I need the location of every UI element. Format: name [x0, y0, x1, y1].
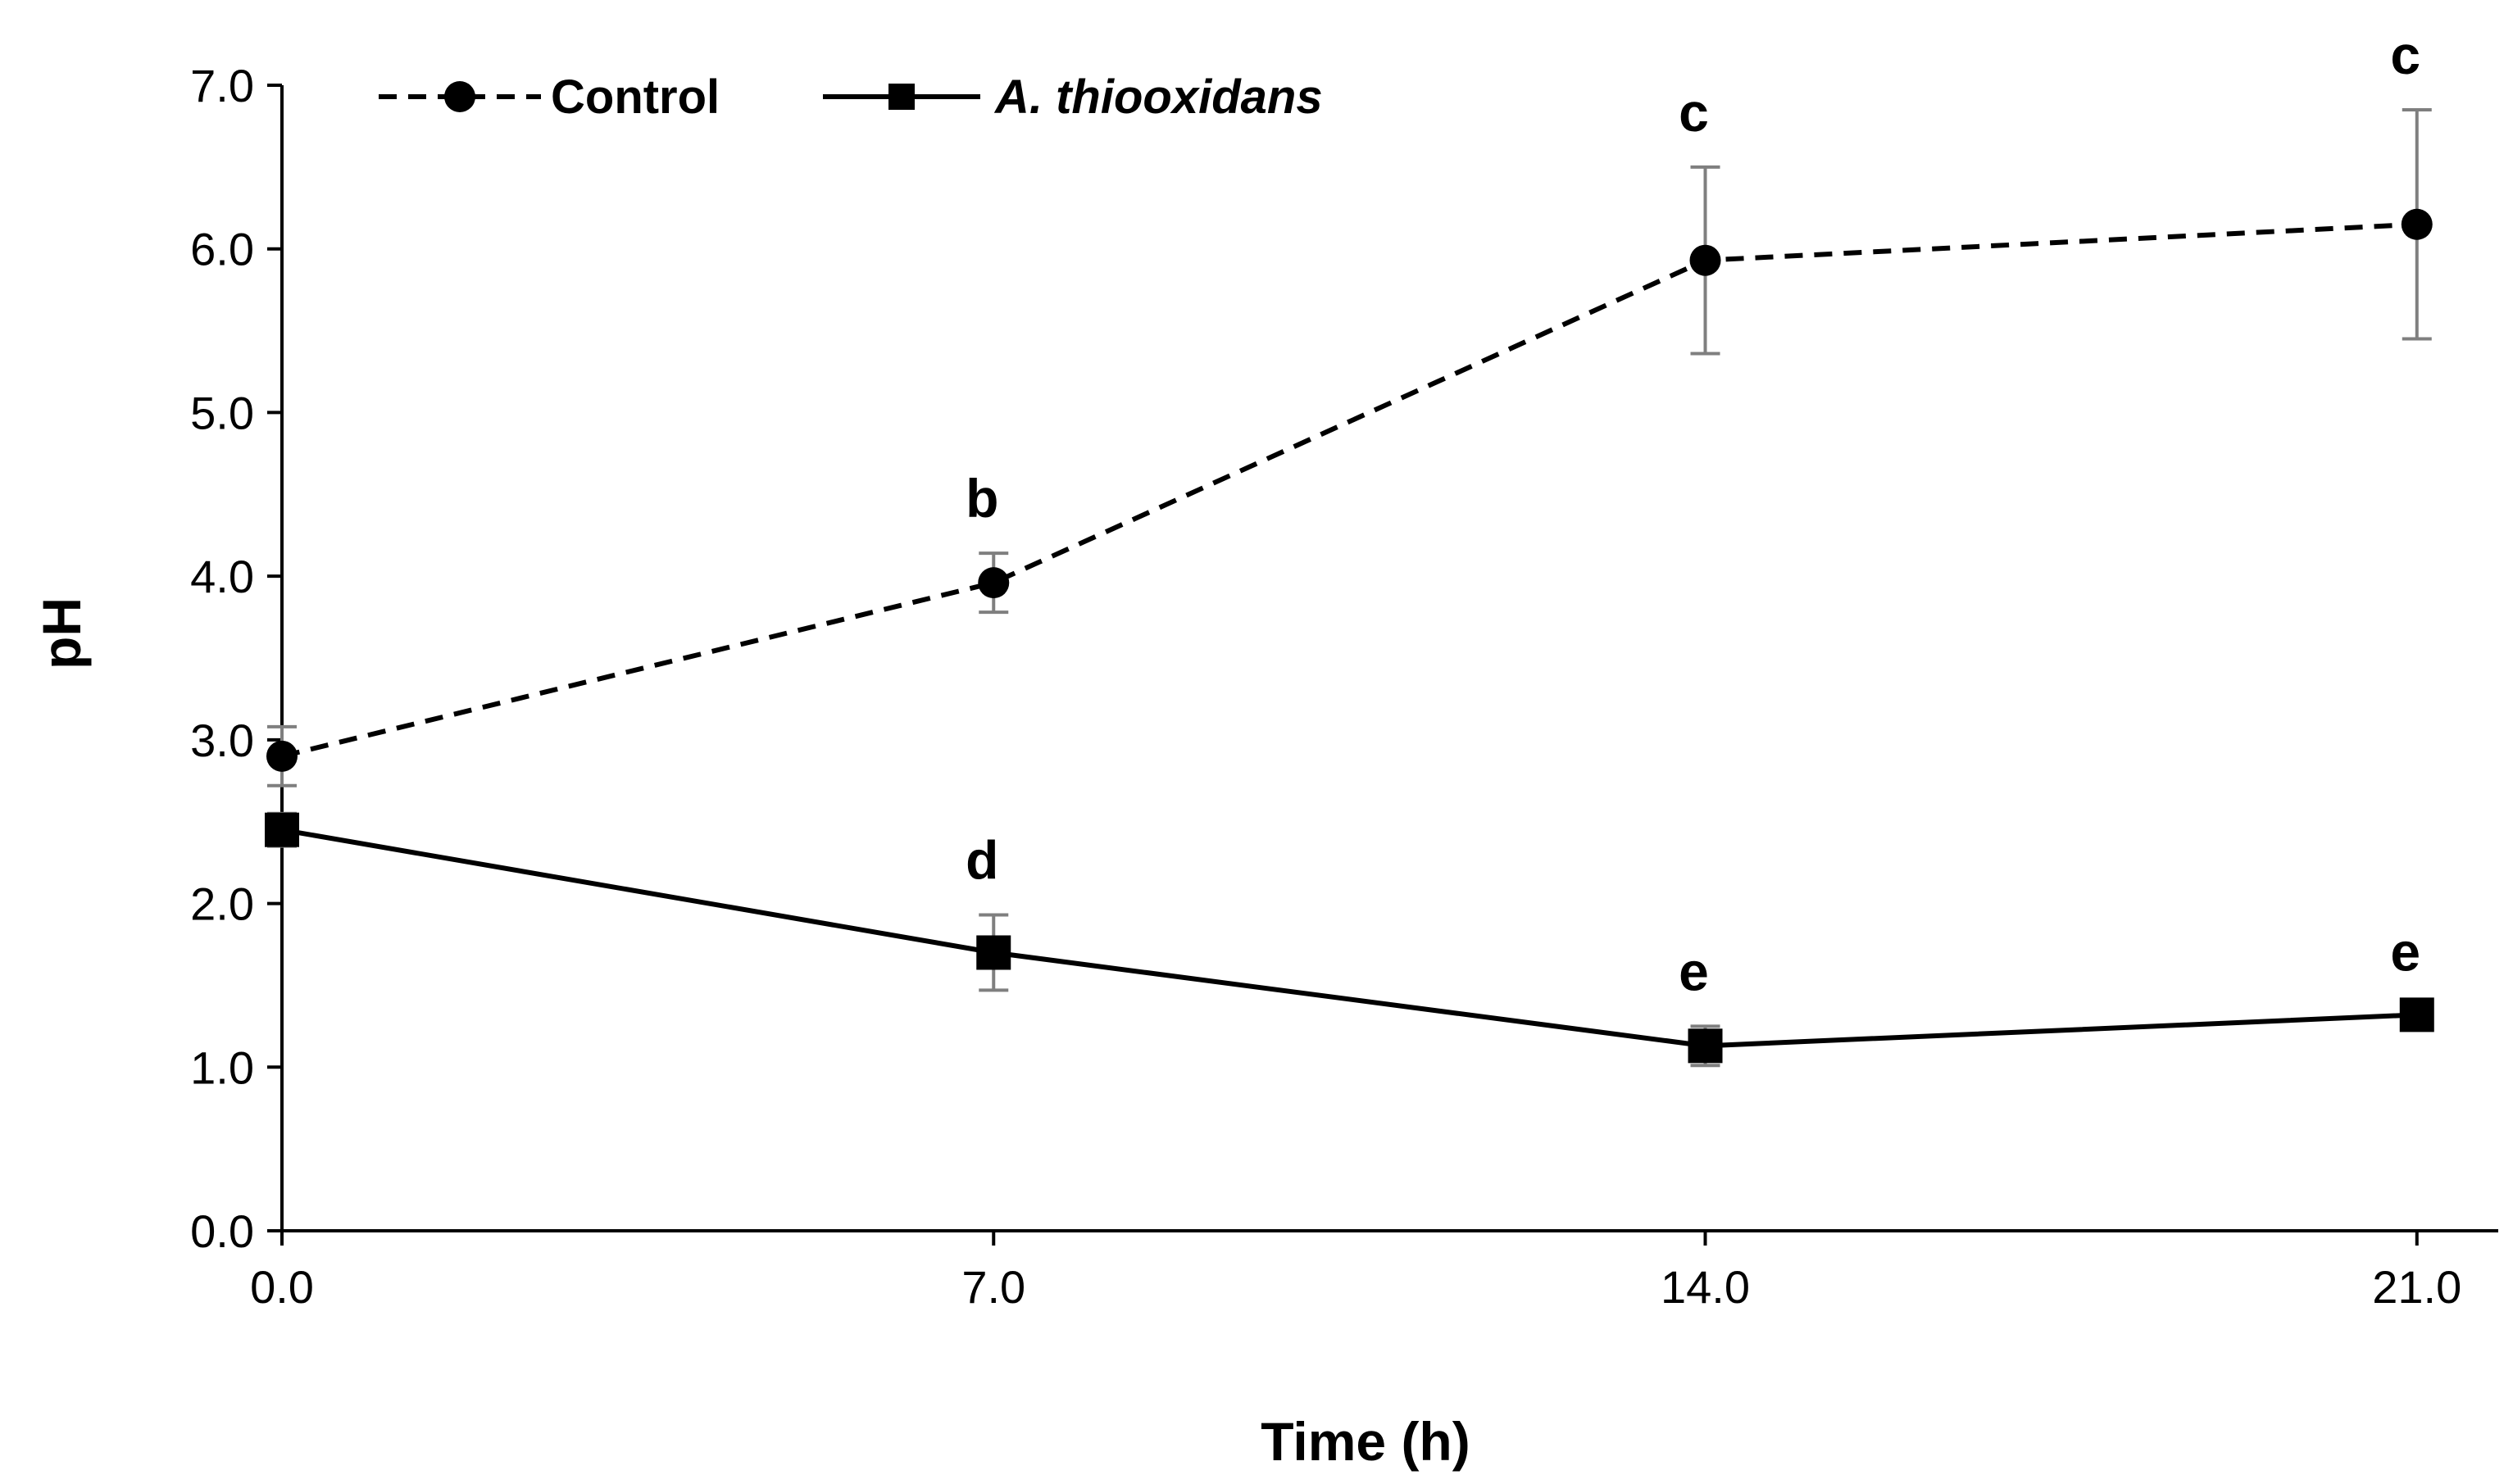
significance-label: e [1679, 941, 1709, 1001]
x-tick-label: 7.0 [961, 1261, 1025, 1313]
data-point-square [976, 935, 1011, 970]
significance-label: c [2390, 25, 2420, 85]
chart-labels: Time (h) pH b c c d e e [31, 25, 2420, 1472]
x-tick-label: 21.0 [2372, 1261, 2461, 1313]
significance-label: c [1679, 82, 1709, 143]
data-point-square [1688, 1028, 1723, 1064]
significance-label: b [966, 468, 998, 529]
y-tick-label: 1.0 [190, 1042, 254, 1093]
x-tick-label: 14.0 [1661, 1261, 1750, 1313]
legend-marker-square [888, 84, 915, 110]
error-bars [267, 107, 2432, 1068]
data-point-square [2399, 997, 2434, 1032]
data-point-circle [266, 740, 298, 772]
data-markers [265, 208, 2434, 1064]
x-axis-title: Time (h) [1261, 1411, 1470, 1472]
y-tick-label: 3.0 [190, 715, 254, 766]
y-tick-label: 0.0 [190, 1205, 254, 1257]
significance-label: d [966, 830, 998, 891]
data-point-circle [978, 567, 1010, 599]
y-tick-label: 5.0 [190, 387, 254, 438]
x-tick-label: 0.0 [250, 1261, 314, 1313]
y-tick-label: 2.0 [190, 878, 254, 930]
legend-marker-circle [444, 81, 475, 112]
y-tick-label: 4.0 [190, 551, 254, 602]
legend: Control A. thiooxidans [379, 70, 1323, 124]
y-tick-label: 6.0 [190, 224, 254, 275]
y-axis-title: pH [31, 597, 92, 669]
data-point-square [265, 812, 299, 847]
data-point-circle [2401, 208, 2433, 240]
axes: 0.0 1.0 2.0 3.0 4.0 5.0 6.0 7.0 0.0 7.0 14.0 21.0 [190, 60, 2498, 1313]
significance-label: e [2390, 921, 2420, 982]
legend-label-control: Control [551, 70, 720, 124]
series-line-control [281, 221, 2417, 759]
legend-label-a-thiooxidans: A. thiooxidans [993, 70, 1323, 124]
data-point-circle [1689, 244, 1721, 276]
series-line-a-thiooxidans [281, 827, 2417, 1049]
y-tick-label: 7.0 [190, 60, 254, 111]
series-lines [281, 221, 2417, 1049]
